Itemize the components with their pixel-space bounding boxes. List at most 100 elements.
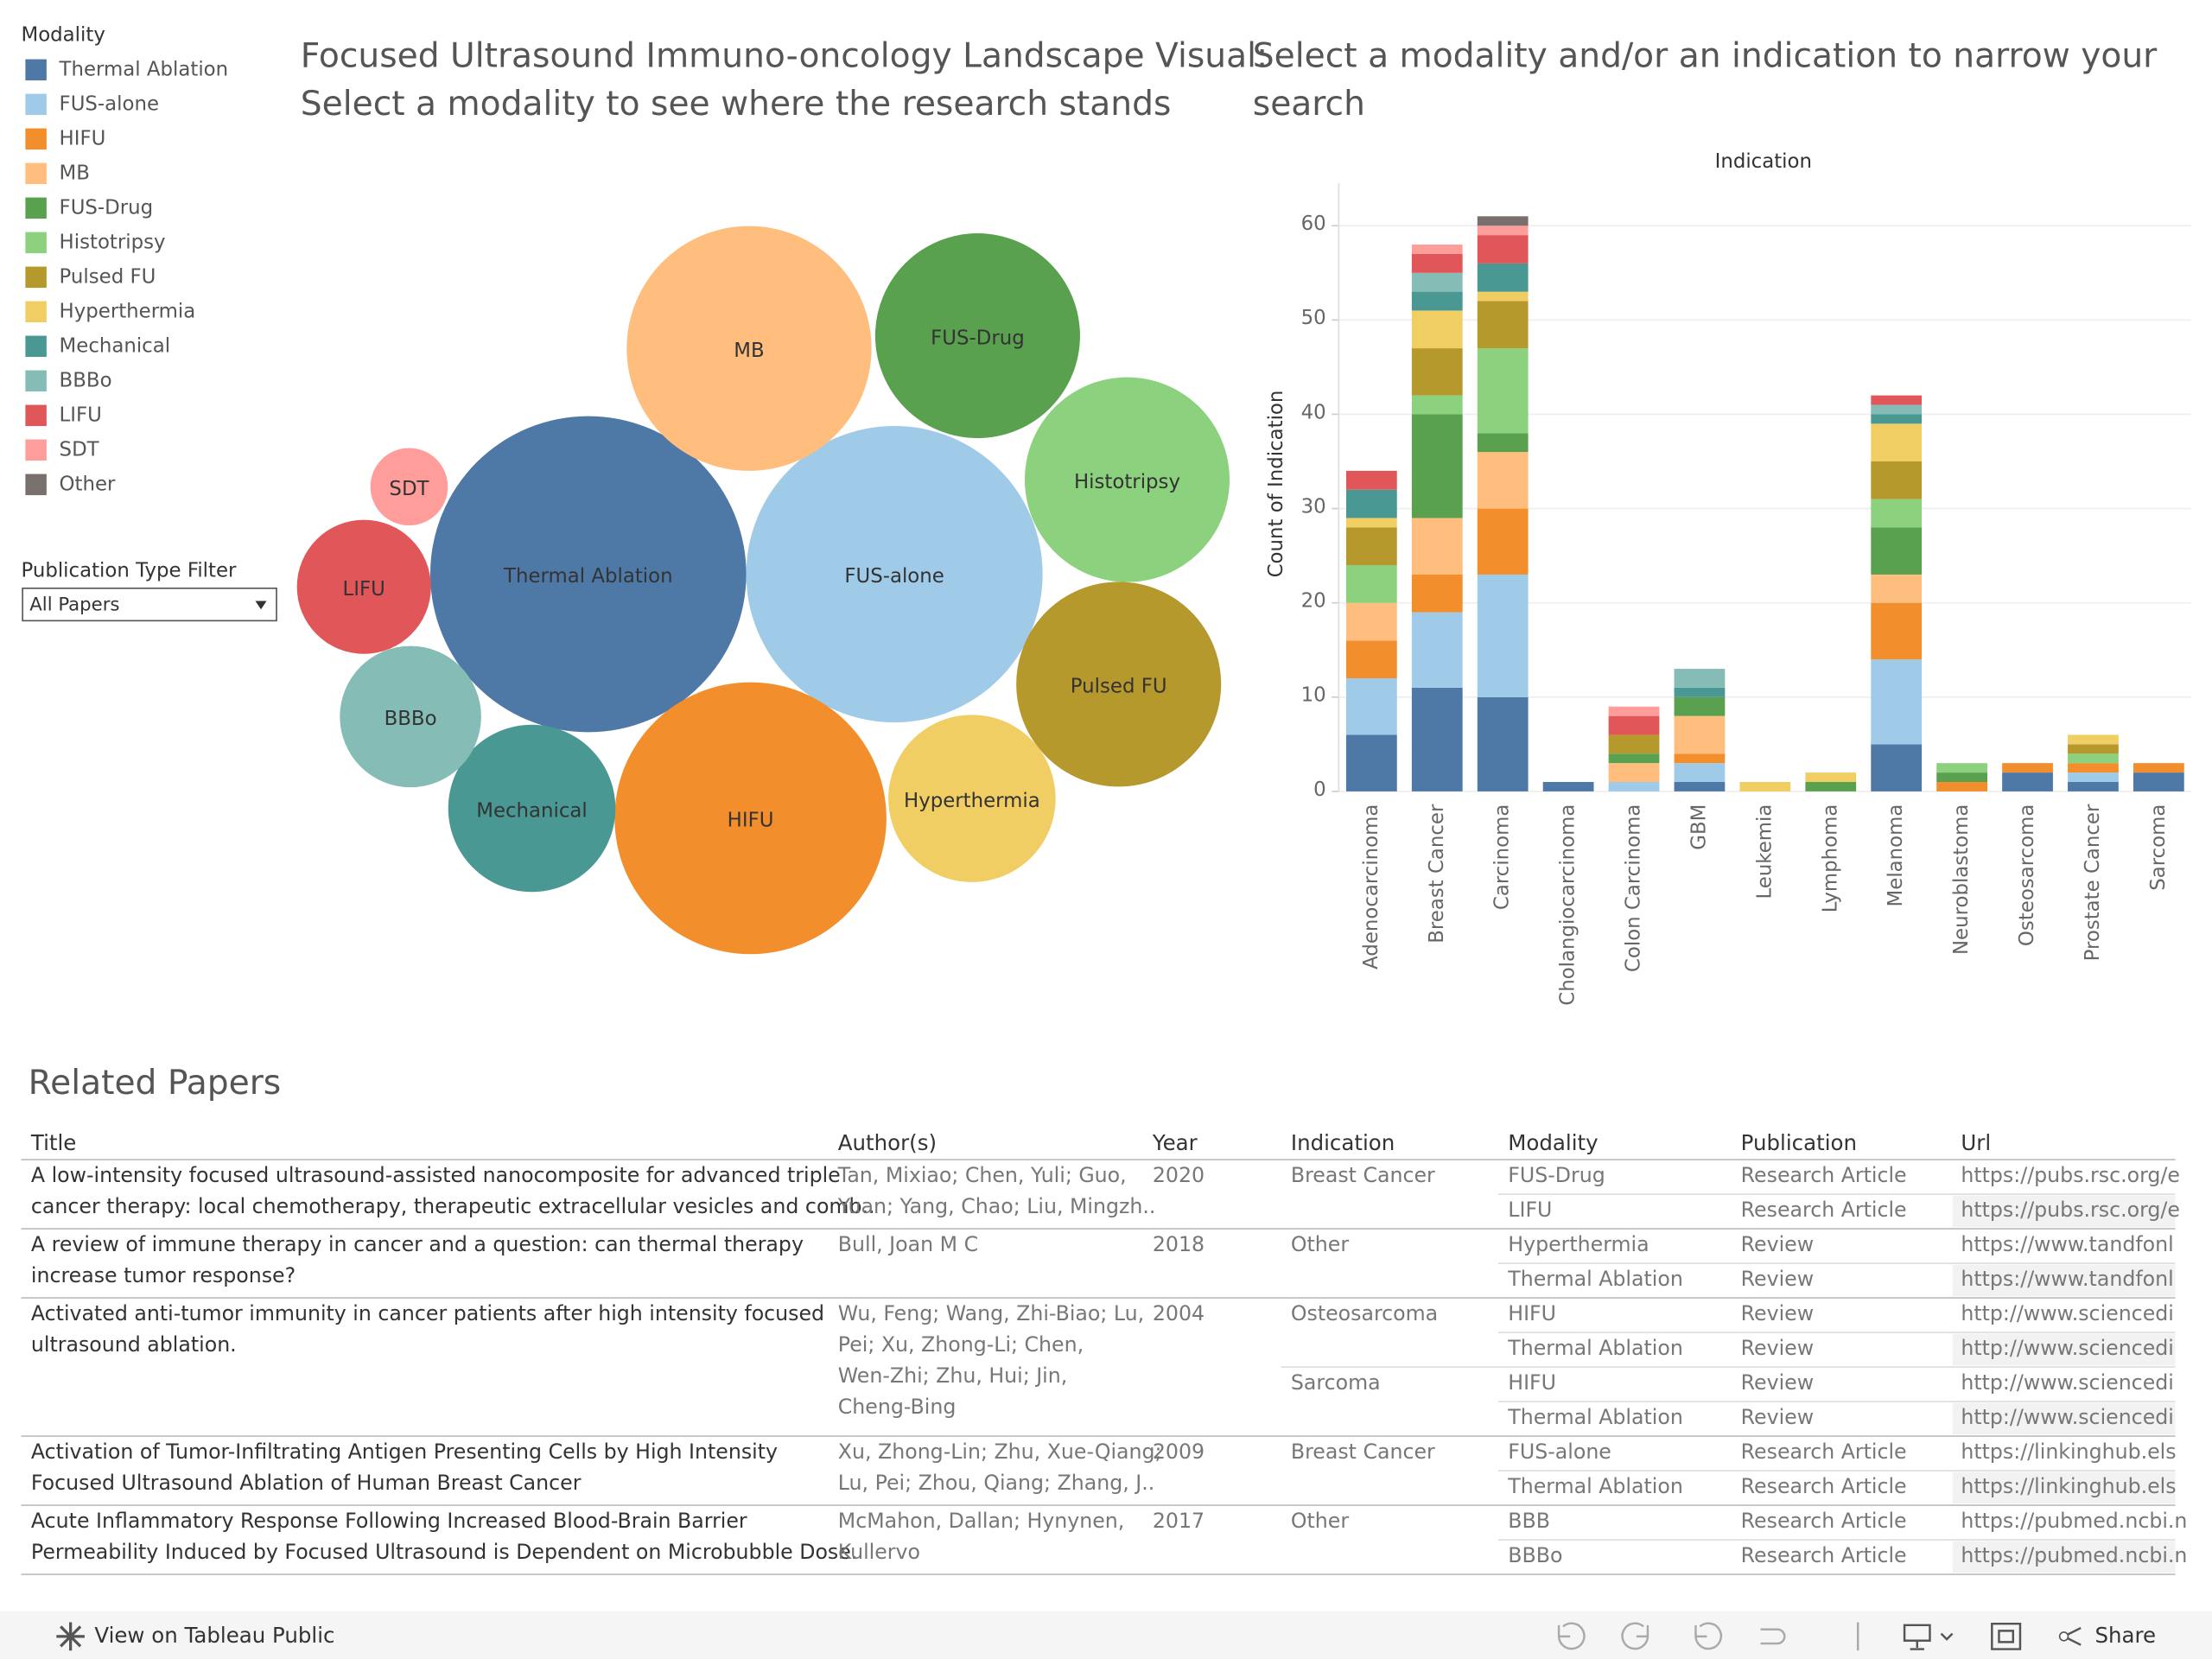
bar-segment[interactable] [1608,706,1660,716]
bubble[interactable] [746,425,1043,723]
bar-segment[interactable] [1411,310,1463,349]
dropdown-box[interactable] [22,588,277,622]
tableau-link-text[interactable]: View on Tableau Public [94,1623,334,1648]
bubble[interactable] [874,233,1080,439]
bar-segment[interactable] [1477,291,1529,302]
bar-segment[interactable] [1477,263,1529,292]
legend-swatch[interactable] [25,266,47,289]
share-button[interactable]: Share [2094,1623,2156,1648]
dropdown-arrow[interactable] [255,601,267,610]
paper-url[interactable]: https://pubs.rsc.org/e [1961,1198,2180,1222]
bar-segment[interactable] [1477,226,1529,236]
bar-segment[interactable] [1411,612,1463,688]
bar-segment[interactable] [1411,414,1463,518]
bubble[interactable] [626,226,872,471]
paper-url[interactable]: http://www.sciencedi [1961,1336,2173,1360]
bar-segment[interactable] [1477,574,1529,697]
bar-segment[interactable] [1345,518,1397,528]
tableau-link[interactable]: View on Tableau Public [56,1622,334,1651]
bar-segment[interactable] [1345,527,1397,566]
legend-swatch[interactable] [25,93,47,116]
legend-swatch[interactable] [25,474,47,496]
bar-segment[interactable] [2133,763,2184,773]
paper-url[interactable]: https://linkinghub.els [1961,1474,2176,1498]
bar-segment[interactable] [2068,744,2119,754]
bar-segment[interactable] [1411,291,1463,311]
legend-swatch[interactable] [25,301,47,323]
bar-segment[interactable] [1871,602,1923,660]
bar-segment[interactable] [1345,489,1397,518]
bar-segment[interactable] [1608,753,1660,764]
legend-swatch[interactable] [25,370,47,392]
filter-dropdown[interactable]: All Papers [22,588,277,622]
bar-segment[interactable] [2133,772,2184,791]
share-icon-dot[interactable] [2058,1631,2069,1642]
dropdown-value[interactable]: All Papers [29,594,119,615]
bar-segment[interactable] [1608,763,1660,783]
bar-segment[interactable] [1345,640,1397,678]
bubble[interactable] [614,682,887,955]
bar-segment[interactable] [1345,470,1397,490]
revert-button[interactable] [1694,1622,1723,1650]
bar-segment[interactable] [1674,669,1726,688]
bubble[interactable] [448,724,616,893]
bubble[interactable] [340,645,481,788]
paper-url[interactable]: https://www.tandfonl [1961,1232,2173,1256]
paper-url[interactable]: https://www.tandfonl [1961,1267,2173,1291]
bubble[interactable] [296,519,431,654]
bar-segment[interactable] [2068,734,2119,745]
redo-button[interactable] [1621,1622,1649,1650]
bar-segment[interactable] [1805,772,1857,783]
bubble[interactable] [370,448,448,526]
bar-segment[interactable] [1936,772,1987,783]
paper-url[interactable]: http://www.sciencedi [1961,1370,2173,1395]
bar-segment[interactable] [1674,753,1726,764]
bar-segment[interactable] [1411,348,1463,396]
bar-segment[interactable] [1477,452,1529,509]
bar-segment[interactable] [1674,763,1726,783]
bubble[interactable] [1016,582,1222,787]
download-button[interactable] [1903,1624,1931,1650]
bar-segment[interactable] [1411,253,1463,273]
bubble[interactable] [888,715,1056,882]
bar-segment[interactable] [1411,245,1463,254]
bar-segment[interactable] [2068,763,2119,773]
legend-swatch[interactable] [25,197,47,219]
bar-segment[interactable] [1477,348,1529,434]
bar-segment[interactable] [2068,782,2119,791]
bar-segment[interactable] [1936,782,1987,791]
bar-segment[interactable] [1411,687,1463,791]
bar-segment[interactable] [1477,301,1529,349]
bar-segment[interactable] [1674,715,1726,754]
bubble[interactable] [1024,377,1230,582]
bar-segment[interactable] [1345,677,1397,735]
undo-button[interactable] [1557,1622,1586,1650]
bar-segment[interactable] [1477,235,1529,264]
bar-segment[interactable] [1871,414,1923,424]
tableau-icon[interactable] [56,1622,85,1651]
paper-url[interactable]: http://www.sciencedi [1961,1301,2173,1325]
bar-segment[interactable] [1871,659,1923,745]
bubble[interactable] [429,416,747,733]
bar-segment[interactable] [1542,782,1594,791]
refresh-button[interactable] [1760,1628,1786,1645]
bar-segment[interactable] [1411,518,1463,575]
bar-segment[interactable] [1871,404,1923,415]
bar-segment[interactable] [1871,423,1923,462]
bar-segment[interactable] [2068,753,2119,764]
bar-segment[interactable] [1674,696,1726,716]
bar-segment[interactable] [1411,395,1463,415]
bar-segment[interactable] [1411,574,1463,613]
bar-segment[interactable] [1871,574,1923,603]
bar-segment[interactable] [1345,734,1397,791]
bar-segment[interactable] [1608,782,1660,791]
bar-segment[interactable] [1871,744,1923,791]
legend-swatch[interactable] [25,162,47,185]
legend-swatch[interactable] [25,404,47,427]
bar-segment[interactable] [2002,763,2053,773]
bar-segment[interactable] [1477,508,1529,575]
bar-segment[interactable] [1871,395,1923,405]
bar-segment[interactable] [1477,216,1529,226]
bar-segment[interactable] [1805,782,1857,791]
bar-segment[interactable] [1345,565,1397,603]
